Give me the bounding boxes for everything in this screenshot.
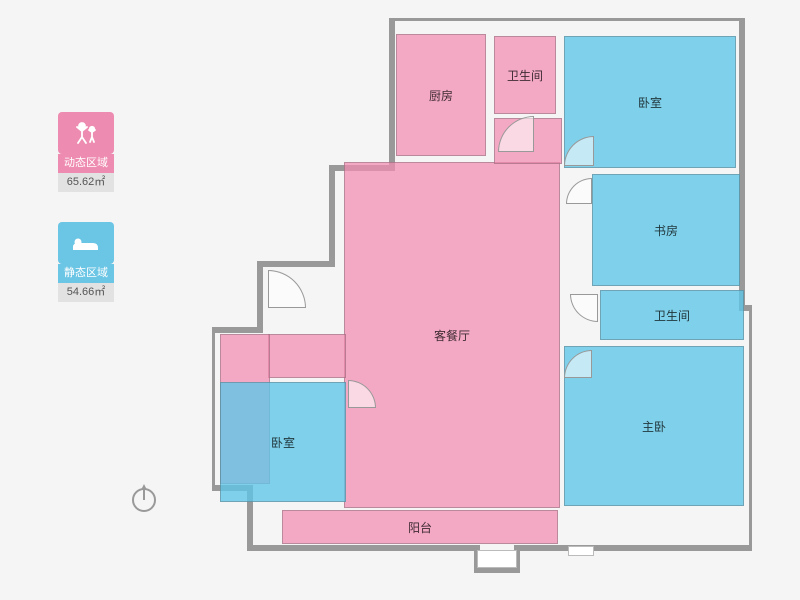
- compass-icon: [128, 478, 160, 510]
- room-label-bath2: 卫生间: [654, 307, 690, 324]
- legend-static: 静态区域 54.66㎡: [58, 222, 114, 302]
- exterior-slot-0: [477, 550, 517, 568]
- compass-svg: [128, 478, 160, 514]
- room-kitchen: 厨房: [396, 34, 486, 156]
- room-study: 书房: [592, 174, 740, 286]
- room-living: 客餐厅: [344, 162, 560, 508]
- people-icon-svg: [72, 121, 100, 145]
- room-living_ext: [268, 334, 346, 378]
- room-balcony: 阳台: [282, 510, 558, 544]
- room-label-living: 客餐厅: [434, 327, 470, 344]
- legend-panel: 动态区域 65.62㎡ 静态区域 54.66㎡: [58, 112, 114, 332]
- legend-static-value: 54.66㎡: [58, 283, 114, 302]
- people-icon: [58, 112, 114, 154]
- legend-static-label: 静态区域: [58, 264, 114, 283]
- legend-dynamic-label: 动态区域: [58, 154, 114, 173]
- exterior-slot-1: [568, 546, 594, 556]
- legend-dynamic-value: 65.62㎡: [58, 173, 114, 192]
- room-label-study: 书房: [654, 222, 678, 239]
- room-label-kitchen: 厨房: [429, 87, 453, 104]
- room-bath1: 卫生间: [494, 36, 556, 114]
- room-label-bed_sw: 卧室: [271, 434, 295, 451]
- room-label-bed_ne: 卧室: [638, 94, 662, 111]
- room-bath2: 卫生间: [600, 290, 744, 340]
- room-label-bath1: 卫生间: [507, 67, 543, 84]
- room-label-master: 主卧: [642, 418, 666, 435]
- legend-dynamic: 动态区域 65.62㎡: [58, 112, 114, 192]
- floorplan: 厨房卫生间卧室书房卫生间客餐厅卧室主卧阳台: [212, 18, 752, 570]
- room-bed_sw: 卧室: [220, 382, 346, 502]
- room-label-balcony: 阳台: [408, 519, 432, 536]
- sleep-icon: [58, 222, 114, 264]
- sleep-icon-svg: [71, 233, 101, 253]
